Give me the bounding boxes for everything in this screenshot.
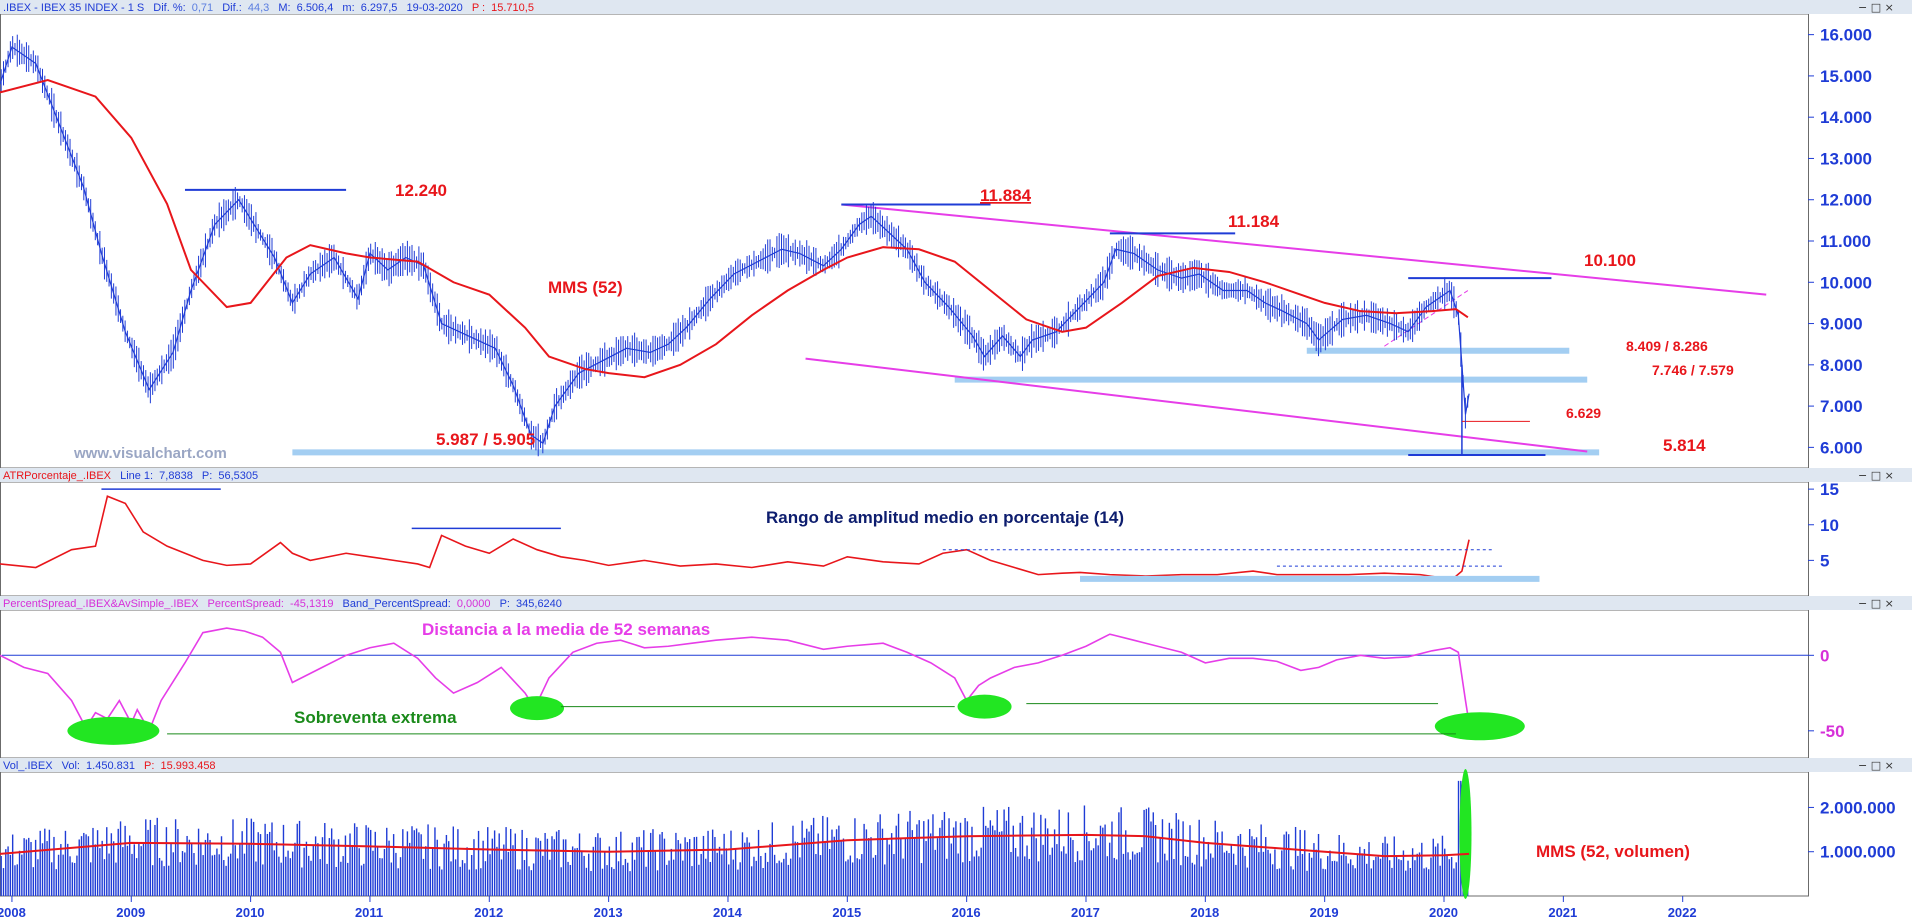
volume-ma-line [0, 833, 1470, 858]
label-12240: 12.240 [395, 181, 447, 200]
y-tick-label: 10 [1820, 516, 1839, 535]
support-bands [292, 347, 1600, 456]
price-bars [0, 34, 1469, 457]
volume-moving-average [0, 833, 1470, 858]
spread-header-text: PercentSpread_.IBEX&AvSimple_.IBEX Perce… [3, 598, 562, 610]
x-tick-label: 2017 [1071, 905, 1100, 920]
y-tick-label: 6.000 [1820, 438, 1863, 457]
spread-line [0, 627, 1470, 733]
volume-ma-label: MMS (52, volumen) [1536, 842, 1690, 861]
window-controls-2: − □ × [1858, 597, 1894, 610]
y-tick-label: 14.000 [1820, 108, 1872, 127]
oversold-2016 [957, 694, 1012, 719]
window-controls-3: − □ × [1858, 759, 1894, 772]
volume-spike-highlight [1459, 769, 1472, 899]
price-line [0, 46, 1470, 445]
x-tick-label: 2016 [952, 905, 981, 920]
label-7746: 7.746 / 7.579 [1652, 362, 1734, 378]
oversold-label: Sobreventa extrema [294, 708, 457, 727]
moving-average-52 [0, 78, 1469, 379]
x-tick-label: 2015 [832, 905, 861, 920]
x-tick-label: 2020 [1429, 905, 1458, 920]
atr-series [0, 488, 1540, 582]
label-5987: 5.987 / 5.905 [436, 430, 535, 449]
y-tick-label: 13.000 [1820, 149, 1872, 168]
y-tick-label: 9.000 [1820, 315, 1863, 334]
y-tick-label: 0 [1820, 646, 1829, 665]
label-5814: 5.814 [1663, 436, 1706, 455]
y-tick-label: 15 [1820, 480, 1839, 499]
x-tick-label: 2021 [1548, 905, 1577, 920]
y-tick-label: 1.000.000 [1820, 843, 1896, 862]
spread-series [0, 627, 1808, 745]
trend-lines [184, 188, 1767, 457]
y-tick-label: 16.000 [1820, 26, 1872, 45]
x-tick-label: 2012 [474, 905, 503, 920]
y-tick-label: 8.000 [1820, 356, 1863, 375]
watermark: www.visualchart.com [73, 445, 227, 462]
x-tick-label: 2018 [1190, 905, 1219, 920]
x-tick-label: 2008 [0, 905, 26, 920]
label-10100: 10.100 [1584, 251, 1636, 270]
x-tick-label: 2011 [355, 905, 383, 920]
atr-header-bar [0, 468, 1912, 482]
lower-trend-line [805, 357, 1588, 453]
oversold-2012 [510, 696, 565, 721]
x-tick-label: 2019 [1310, 905, 1339, 920]
oversold-2020 [1434, 712, 1525, 741]
oversold-2008 [67, 716, 160, 745]
x-tick-label: 2014 [713, 905, 743, 920]
x-tick-label: 2013 [594, 905, 623, 920]
window-controls-1: − □ × [1858, 469, 1894, 482]
vol-header-text: Vol_.IBEX Vol: 1.450.831 P: 15.993.458 [3, 760, 216, 772]
y-tick-label: -50 [1820, 722, 1845, 741]
atr-title: Rango de amplitud medio en porcentaje (1… [766, 508, 1124, 527]
label-11184: 11.184 [1228, 212, 1280, 231]
vol-header-bar [0, 758, 1912, 772]
x-tick-label: 2010 [236, 905, 265, 920]
x-axis-ticks: 2008 2009 2010 2011 2012 2013 2014 2015 2016 2017… [0, 896, 1697, 920]
window-controls-0: − □ × [1858, 1, 1894, 14]
price-series [0, 46, 1470, 445]
label-8409: 8.409 / 8.286 [1626, 338, 1708, 354]
x-tick-label: 2009 [116, 905, 145, 920]
atr-header-text: ATRPorcentaje_.IBEX Line 1: 7,8838 P: 56… [3, 470, 258, 482]
panel-window-controls: − □ × − □ × − □ × − □ × [1858, 1, 1894, 772]
label-6629: 6.629 [1566, 405, 1601, 421]
panel-frame-2 [0, 609, 1809, 759]
y-tick-label: 2.000.000 [1820, 798, 1896, 817]
y-tick-label: 12.000 [1820, 191, 1872, 210]
y-tick-label: 10.000 [1820, 273, 1872, 292]
y-axis-ticks: 6.000 7.000 8.000 9.000 10.000 11.000 12.000 13… [1808, 26, 1896, 862]
x-tick-label: 2022 [1668, 905, 1697, 920]
atr-line [0, 495, 1470, 579]
price-header-text: .IBEX - IBEX 35 INDEX - 1 S Dif. %: 0,71… [3, 2, 534, 14]
y-tick-label: 11.000 [1820, 232, 1871, 251]
upper-trend-line [841, 203, 1767, 296]
label-11884: 11.884 [980, 186, 1032, 205]
spread-header-bar [0, 596, 1912, 610]
distance-title: Distancia a la media de 52 semanas [422, 620, 710, 639]
price-header-bar [0, 0, 1912, 14]
y-tick-label: 15.000 [1820, 67, 1872, 86]
label-mms52: MMS (52) [548, 278, 623, 297]
y-tick-label: 5 [1820, 551, 1829, 570]
volume-bars [0, 769, 1472, 899]
y-tick-label: 7.000 [1820, 397, 1863, 416]
ma-line [0, 78, 1469, 379]
